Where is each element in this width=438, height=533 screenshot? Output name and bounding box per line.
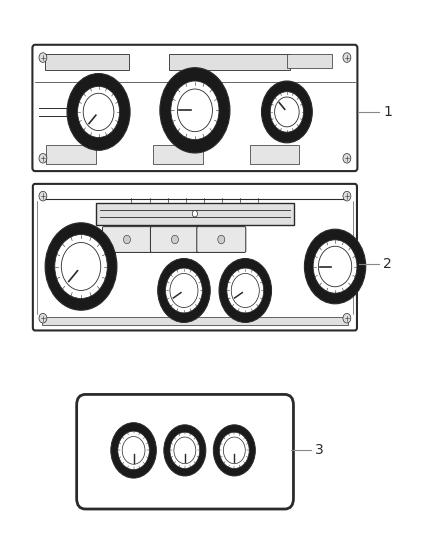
Circle shape (223, 437, 245, 464)
Circle shape (304, 229, 366, 304)
Text: 3: 3 (315, 443, 324, 457)
Circle shape (343, 154, 351, 163)
Circle shape (118, 431, 149, 470)
Text: 2: 2 (383, 257, 392, 271)
Circle shape (39, 313, 47, 323)
Bar (46, 145, 95, 164)
Circle shape (45, 223, 117, 310)
Circle shape (231, 273, 259, 308)
Bar (287, 54, 332, 68)
Bar (96, 203, 294, 225)
FancyBboxPatch shape (102, 227, 152, 253)
Circle shape (39, 154, 47, 163)
FancyBboxPatch shape (77, 394, 293, 509)
Circle shape (213, 425, 255, 476)
Circle shape (124, 235, 131, 244)
Text: 1: 1 (383, 105, 392, 119)
Circle shape (170, 432, 200, 469)
Circle shape (55, 235, 107, 298)
Circle shape (275, 97, 299, 127)
Circle shape (218, 235, 225, 244)
FancyBboxPatch shape (32, 45, 357, 171)
Circle shape (313, 240, 357, 293)
Circle shape (170, 273, 198, 308)
Bar (169, 54, 290, 69)
Circle shape (164, 425, 206, 476)
FancyBboxPatch shape (197, 227, 246, 253)
Bar (45, 54, 129, 69)
Circle shape (39, 191, 47, 201)
Circle shape (39, 53, 47, 62)
Circle shape (270, 92, 304, 132)
Circle shape (171, 235, 178, 244)
Bar (153, 145, 203, 164)
Circle shape (166, 268, 202, 313)
Circle shape (192, 211, 198, 217)
Circle shape (83, 93, 114, 131)
Circle shape (261, 81, 312, 143)
Circle shape (177, 89, 212, 132)
Circle shape (122, 437, 145, 464)
Circle shape (171, 81, 219, 140)
Circle shape (160, 68, 230, 153)
Circle shape (111, 423, 156, 478)
Circle shape (61, 243, 101, 290)
Circle shape (343, 313, 351, 323)
Circle shape (158, 259, 210, 322)
Circle shape (78, 86, 120, 138)
Bar (250, 145, 299, 164)
Circle shape (67, 74, 130, 150)
Circle shape (343, 53, 351, 62)
FancyBboxPatch shape (33, 184, 357, 330)
Bar (42, 317, 348, 325)
Circle shape (219, 432, 249, 469)
Circle shape (219, 259, 272, 322)
Circle shape (343, 191, 351, 201)
Circle shape (227, 268, 264, 313)
FancyBboxPatch shape (150, 227, 199, 253)
Circle shape (174, 437, 196, 464)
Circle shape (318, 246, 352, 287)
